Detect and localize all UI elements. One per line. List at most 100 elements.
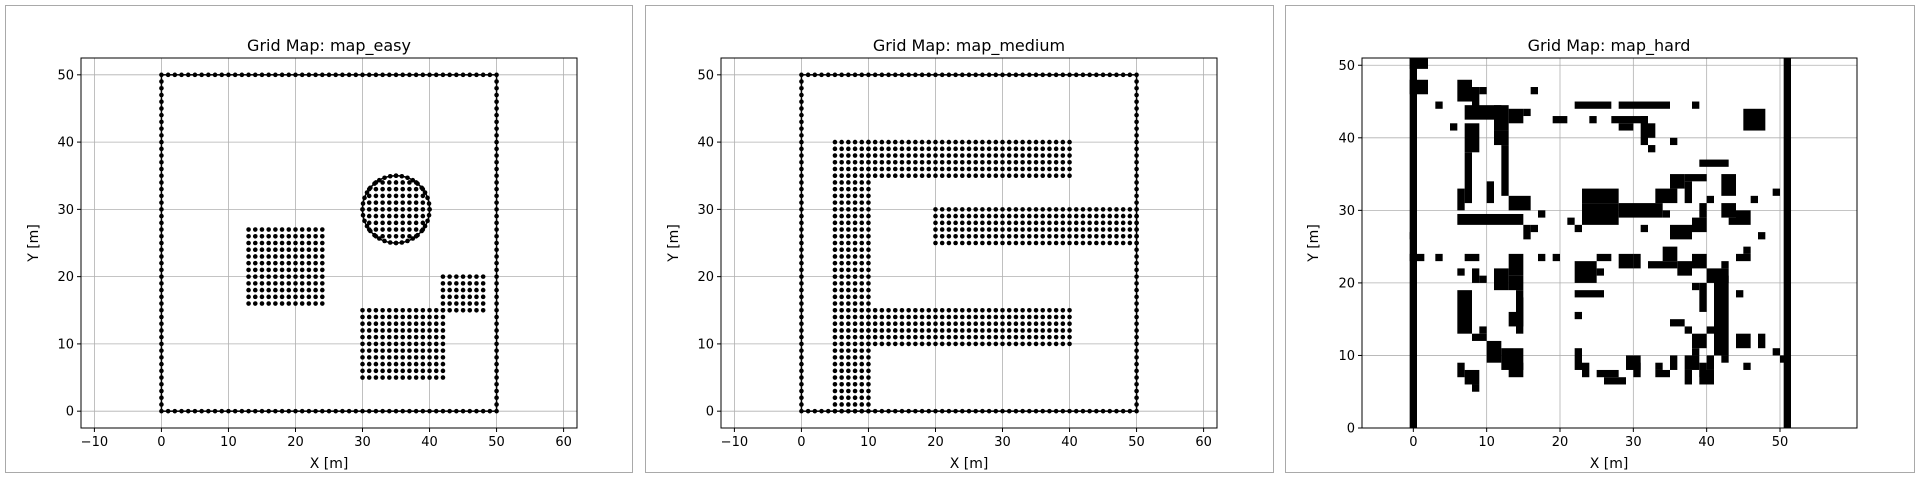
obstacle-point <box>259 254 265 259</box>
obstacle-point <box>494 361 499 367</box>
obstacle-point <box>1134 207 1139 212</box>
obstacle-point <box>454 72 459 78</box>
obstacle-point <box>306 260 312 266</box>
obstacle-point <box>1134 334 1139 340</box>
obstacle-point <box>993 173 999 179</box>
obstacle-point <box>953 213 958 219</box>
obstacle-point <box>1134 348 1139 353</box>
obstacle-point <box>382 175 387 181</box>
obstacle-point <box>427 355 432 360</box>
obstacle-cell <box>1670 174 1685 189</box>
obstacle-point <box>373 307 379 313</box>
obstacle-point <box>1020 146 1025 152</box>
obstacle-point <box>480 281 486 286</box>
obstacle-cell <box>1640 116 1648 146</box>
y-tick-label: 20 <box>697 270 714 285</box>
obstacle-point <box>966 173 972 179</box>
obstacle-point <box>1134 139 1139 145</box>
obstacle-point <box>480 301 486 306</box>
obstacle-point <box>393 307 399 313</box>
obstacle-point <box>266 247 271 253</box>
obstacle-point <box>1020 227 1025 232</box>
obstacle-point <box>1134 328 1139 333</box>
obstacle-marks <box>1409 58 1791 428</box>
obstacle-point <box>839 301 844 306</box>
obstacle-point <box>899 408 905 414</box>
obstacle-point <box>946 240 952 246</box>
obstacle-point <box>953 139 958 145</box>
obstacle-point <box>1060 233 1066 239</box>
obstacle-point <box>799 408 804 414</box>
obstacle-point <box>846 180 851 185</box>
obstacle-point <box>467 294 473 300</box>
obstacle-point <box>832 207 838 212</box>
obstacle-point <box>393 207 399 212</box>
obstacle-point <box>422 190 428 195</box>
obstacle-cell <box>1596 253 1612 262</box>
chart-panel-map-hard: Grid Map: map_hard X [m] Y [m] 0 10 20 30 40… <box>1285 5 1915 473</box>
obstacle-point <box>1127 213 1133 219</box>
obstacle-point <box>373 193 379 199</box>
obstacle-point <box>933 173 938 179</box>
obstacle-point <box>980 240 985 246</box>
obstacle-cell <box>1699 282 1707 312</box>
obstacle-point <box>1127 233 1133 239</box>
obstacle-point <box>252 254 258 259</box>
obstacle-point <box>953 314 958 320</box>
obstacle-point <box>879 146 885 152</box>
obstacle-point <box>832 153 838 158</box>
obstacle-point <box>799 402 804 407</box>
obstacle-point <box>252 301 258 306</box>
obstacle-point <box>413 314 419 320</box>
obstacle-cell <box>1699 159 1729 167</box>
obstacle-point <box>387 408 392 414</box>
obstacle-point <box>1006 207 1012 212</box>
obstacle-point <box>1067 314 1072 320</box>
obstacle-point <box>946 166 952 172</box>
obstacle-point <box>959 227 965 232</box>
obstacle-point <box>422 223 428 229</box>
obstacle-point <box>447 408 452 414</box>
obstacle-point <box>1020 334 1025 340</box>
obstacle-point <box>1006 307 1012 313</box>
obstacle-cell <box>1648 145 1656 153</box>
obstacle-point <box>1013 408 1019 414</box>
obstacle-point <box>980 227 985 232</box>
obstacle-point <box>460 301 466 306</box>
obstacle-point <box>319 233 325 239</box>
obstacle-point <box>413 220 419 226</box>
obstacle-point <box>364 223 370 229</box>
obstacle-point <box>973 220 979 226</box>
obstacle-point <box>313 254 318 259</box>
obstacle-point <box>993 233 999 239</box>
obstacle-point <box>1000 166 1005 172</box>
chart-panel-map-easy: Grid Map: map_easy X [m] Y [m] −10 0 10 20 3… <box>5 5 633 473</box>
obstacle-point <box>494 85 499 91</box>
obstacle-point <box>980 307 985 313</box>
chart-svg-map-medium: Grid Map: map_medium X [m] Y [m] −10 0 10 2… <box>666 36 1218 472</box>
obstacle-point <box>852 220 858 226</box>
obstacle-point <box>1040 207 1046 212</box>
obstacle-point <box>1094 233 1099 239</box>
x-tick-label: 0 <box>157 435 165 450</box>
obstacle-point <box>839 314 844 320</box>
obstacle-point <box>1040 159 1046 165</box>
obstacle-point <box>832 233 838 239</box>
obstacle-point <box>373 321 379 327</box>
obstacle-point <box>1006 146 1012 152</box>
obstacle-cell <box>1409 58 1417 428</box>
obstacle-point <box>1033 146 1039 152</box>
obstacle-point <box>433 341 439 347</box>
obstacle-point <box>1060 328 1066 333</box>
obstacle-point <box>1134 395 1139 401</box>
obstacle-point <box>1027 139 1032 145</box>
obstacle-point <box>852 381 858 387</box>
obstacle-point <box>846 408 851 414</box>
obstacle-cell <box>1464 304 1472 320</box>
obstacle-point <box>993 207 999 212</box>
obstacle-point <box>966 220 972 226</box>
obstacle-point <box>799 159 804 165</box>
obstacle-cell <box>1618 123 1634 131</box>
obstacle-point <box>866 301 871 306</box>
obstacle-point <box>852 287 858 293</box>
